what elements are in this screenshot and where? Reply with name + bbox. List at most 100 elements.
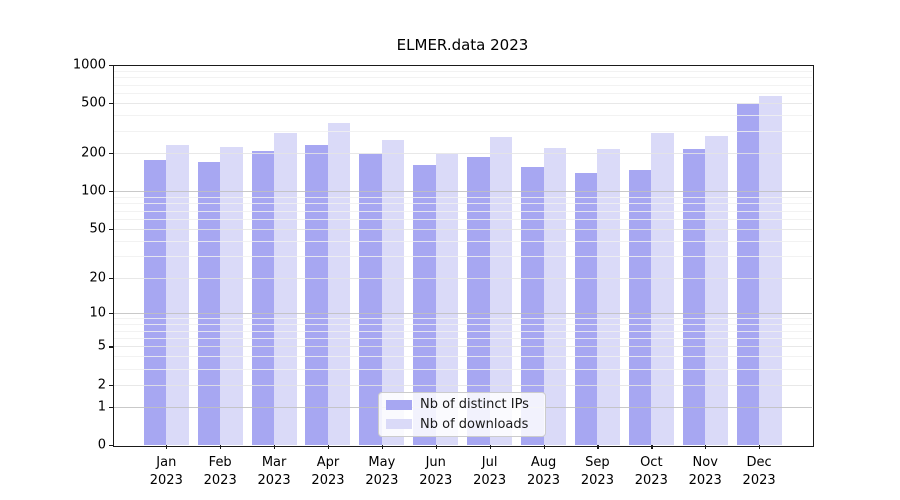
bar-distinct-ips-nov	[682, 149, 706, 445]
bar-distinct-ips-jan	[143, 159, 167, 445]
x-tick-year: 2023	[203, 472, 237, 488]
legend-label-downloads: Nb of downloads	[420, 416, 529, 432]
x-tick-label-may: May 2023	[352, 454, 412, 489]
gridline-900	[113, 70, 812, 72]
bar-distinct-ips-feb	[197, 162, 221, 445]
gridline-100	[113, 191, 812, 193]
x-tick-year: 2023	[473, 472, 507, 488]
x-tick-label-mar: Mar 2023	[244, 454, 304, 489]
bar-distinct-ips-mar	[251, 150, 275, 445]
gridline-70	[113, 210, 812, 212]
gridline-40	[113, 240, 812, 242]
y-tick-mark-5	[109, 346, 113, 348]
bar-downloads-nov	[705, 136, 728, 445]
y-tick-mark-1000	[109, 65, 113, 67]
legend-entry-downloads: Nb of downloads	[379, 417, 545, 432]
y-tick-mark-50	[109, 228, 113, 230]
bar-distinct-ips-oct	[628, 170, 652, 445]
bar-distinct-ips-aug	[521, 166, 544, 445]
bar-downloads-apr	[327, 122, 351, 445]
x-tick-label-jul: Jul 2023	[460, 454, 520, 489]
x-tick-year: 2023	[311, 472, 345, 488]
gridline-90	[113, 196, 812, 198]
bar-distinct-ips-jun	[413, 164, 436, 445]
gridline-400	[113, 115, 812, 117]
y-tick-mark-0	[109, 445, 113, 447]
x-tick-year: 2023	[419, 472, 453, 488]
x-tick-year: 2023	[149, 472, 183, 488]
gridline-800	[113, 77, 812, 79]
x-tick-label-apr: Apr 2023	[298, 454, 358, 489]
legend: Nb of distinct IPs Nb of downloads	[378, 392, 546, 437]
x-tick-mark-nov	[705, 445, 707, 449]
gridline-2	[113, 384, 812, 386]
y-tick-label-500: 500	[81, 95, 106, 111]
y-tick-label-1000: 1000	[72, 57, 106, 73]
legend-entry-distinct-ips: Nb of distinct IPs	[379, 397, 545, 412]
y-tick-mark-200	[109, 153, 113, 155]
bar-distinct-ips-may	[359, 153, 382, 445]
y-tick-label-5: 5	[97, 338, 106, 354]
y-tick-mark-100	[109, 191, 113, 193]
bar-downloads-sep	[597, 149, 620, 445]
x-tick-year: 2023	[634, 472, 668, 488]
x-tick-mark-mar	[274, 445, 276, 449]
bar-downloads-jul	[489, 137, 513, 445]
x-tick-year: 2023	[688, 472, 722, 488]
gridline-10	[113, 313, 812, 315]
bar-distinct-ips-sep	[574, 173, 598, 445]
y-tick-label-200: 200	[81, 145, 106, 161]
gridline-3	[113, 368, 812, 370]
gridline-50	[113, 228, 812, 230]
gridline-8	[113, 324, 812, 326]
x-tick-mark-oct	[651, 445, 653, 449]
gridline-80	[113, 203, 812, 205]
bar-distinct-ips-dec	[736, 103, 760, 445]
x-tick-mark-jan	[166, 445, 168, 449]
x-tick-label-sep: Sep 2023	[567, 454, 627, 489]
bar-downloads-jan	[166, 145, 189, 445]
y-tick-label-1: 1	[97, 399, 106, 415]
gridline-300	[113, 131, 812, 133]
x-tick-mark-may	[381, 445, 384, 449]
gridline-60	[113, 218, 812, 220]
y-tick-label-20: 20	[89, 270, 106, 286]
y-tick-mark-2	[109, 384, 113, 386]
legend-label-distinct-ips: Nb of distinct IPs	[420, 397, 529, 413]
y-tick-mark-500	[109, 103, 113, 105]
legend-swatch-distinct-ips	[386, 399, 412, 410]
x-tick-label-aug: Aug 2023	[514, 454, 574, 489]
gridline-9	[113, 318, 812, 320]
y-tick-mark-1	[109, 406, 113, 409]
x-tick-label-oct: Oct 2023	[621, 454, 681, 489]
x-tick-mark-aug	[543, 445, 545, 449]
x-tick-year: 2023	[257, 472, 291, 488]
bar-downloads-oct	[651, 132, 674, 445]
gridline-30	[113, 256, 812, 258]
x-tick-mark-jul	[489, 445, 491, 449]
gridline-5	[113, 346, 812, 348]
y-tick-mark-20	[109, 277, 113, 279]
x-tick-label-jan: Jan 2023	[136, 454, 196, 489]
bar-downloads-aug	[543, 147, 567, 445]
x-tick-mark-feb	[220, 445, 222, 449]
bar-downloads-jun	[435, 153, 459, 445]
x-tick-label-nov: Nov 2023	[675, 454, 735, 489]
gridline-7	[113, 330, 812, 332]
gridline-500	[113, 103, 812, 105]
gridline-20	[113, 277, 812, 279]
bar-downloads-dec	[759, 95, 782, 445]
bar-downloads-may	[381, 139, 405, 445]
chart-title: ELMER.data 2023	[396, 36, 529, 54]
x-tick-year: 2023	[580, 472, 614, 488]
x-tick-mark-apr	[327, 445, 330, 449]
bar-distinct-ips-apr	[305, 145, 328, 445]
x-tick-mark-dec	[759, 445, 761, 449]
y-tick-label-50: 50	[89, 221, 106, 237]
x-tick-label-jun: Jun 2023	[406, 454, 466, 489]
bar-downloads-mar	[274, 132, 297, 445]
bar-downloads-feb	[220, 147, 243, 445]
y-tick-mark-10	[109, 313, 113, 315]
gridline-200	[113, 153, 812, 155]
